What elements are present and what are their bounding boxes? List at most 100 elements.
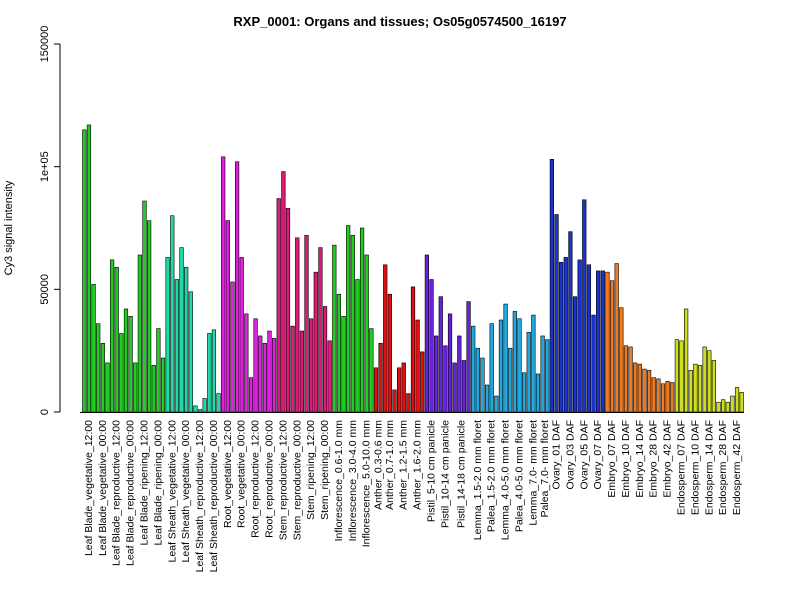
bar (517, 318, 522, 413)
x-tick-label: Leaf Blade_vegetative_00:00 (97, 420, 109, 556)
bar (711, 360, 717, 413)
bar (415, 319, 420, 413)
bar (151, 365, 156, 413)
x-tick-label: Leaf Sheath_reproductive_00:00 (208, 420, 220, 573)
bar (272, 338, 277, 413)
bar (420, 351, 425, 413)
y-axis-label: Cy3 signal intensity (3, 180, 15, 275)
bar (216, 393, 221, 413)
x-tick-label: Embryo_10 DAF (620, 420, 632, 498)
x-tick-label: Pistil_14-18 cm panicle (456, 420, 468, 528)
bar (267, 330, 272, 413)
bar (466, 301, 471, 413)
bar (512, 311, 517, 413)
bar (221, 156, 226, 413)
bar (410, 286, 416, 413)
x-tick-label: Inflorescence_5.0-10.0 mm (361, 420, 373, 547)
x-tick-label: Inflorescence_0.6-1.0 mm (333, 420, 345, 542)
bar (392, 389, 397, 413)
x-tick-label: Stem_reproductive_00:00 (291, 420, 303, 540)
bar (484, 384, 490, 413)
bar (202, 398, 207, 413)
bar (702, 346, 707, 413)
bar (383, 264, 388, 413)
bar (119, 333, 124, 413)
bar (452, 362, 457, 413)
x-tick-label: Leaf Blade_vegetative_12:00 (83, 420, 95, 556)
bar (369, 328, 374, 413)
bar (443, 345, 448, 413)
bar (276, 198, 281, 413)
bar (193, 405, 198, 413)
bar (373, 367, 379, 413)
bar (665, 381, 670, 413)
bar (230, 281, 235, 413)
bar (225, 220, 230, 413)
bar (707, 350, 712, 413)
bar (401, 362, 406, 413)
bar (160, 357, 166, 413)
x-tick-label: Lemma_4.0-5.0 mm floret (500, 420, 512, 540)
bar (96, 323, 101, 413)
bar (207, 333, 212, 413)
y-tick-label: 1e+05 (39, 151, 51, 182)
chart-title: RXP_0001: Organs and tissues; Os05g05745… (233, 14, 566, 29)
bar (619, 307, 624, 413)
bar (563, 257, 568, 413)
bar (739, 392, 744, 413)
bar (605, 271, 610, 413)
bar (397, 367, 402, 413)
bar (531, 314, 536, 413)
bar (591, 314, 596, 413)
bar (309, 318, 314, 413)
bar (100, 343, 105, 413)
bar (174, 279, 180, 413)
bar (91, 284, 96, 413)
bar (674, 339, 679, 413)
bar (577, 259, 582, 413)
x-tick-label: Leaf Sheath_vegetative_00:00 (180, 420, 192, 563)
bar (637, 363, 642, 413)
bar (114, 266, 119, 413)
bar (234, 161, 240, 413)
x-tick-label: Pistil_5-10 cm panicle (426, 420, 438, 522)
bar (318, 247, 323, 413)
x-tick-label: Endosperm_14 DAF (703, 420, 715, 515)
bar (656, 378, 661, 413)
x-tick-label: Endosperm_28 DAF (717, 420, 729, 515)
bar (137, 254, 142, 413)
bar (165, 257, 170, 413)
bar (156, 328, 161, 413)
bar (364, 254, 369, 413)
bar (304, 235, 309, 413)
bar (299, 330, 304, 413)
bar (646, 369, 652, 413)
x-tick-label: Embryo_42 DAF (662, 420, 674, 498)
bar (489, 323, 494, 413)
bar (535, 373, 541, 413)
bar (623, 345, 629, 413)
bar (586, 264, 592, 413)
bar (429, 279, 434, 413)
x-tick-label: Ovary_03 DAF (564, 420, 576, 489)
bar (559, 262, 564, 413)
bar (725, 401, 730, 413)
x-tick-label: Ovary_07 DAF (592, 420, 604, 489)
y-tick-label: 0 (39, 409, 51, 415)
x-tick-label: Leaf Blade_reproductive_12:00 (111, 420, 123, 566)
x-tick-label: Embryo_14 DAF (634, 420, 646, 498)
x-tick-label: Endosperm_42 DAF (731, 420, 743, 515)
bar (642, 368, 647, 413)
y-tick-label: 50000 (39, 274, 51, 305)
bar (540, 335, 545, 413)
bar (628, 346, 633, 413)
x-tick-label: Palea_4.0-5.0 mm floret (513, 420, 525, 532)
x-tick-label: Leaf Blade_ripening_00:00 (152, 420, 164, 546)
bar (457, 335, 462, 413)
x-tick-label: Endosperm_10 DAF (689, 420, 701, 515)
bar (184, 266, 189, 413)
x-tick-label: Stem_ripening_00:00 (319, 420, 331, 520)
bar (633, 362, 638, 413)
bar (609, 280, 615, 413)
